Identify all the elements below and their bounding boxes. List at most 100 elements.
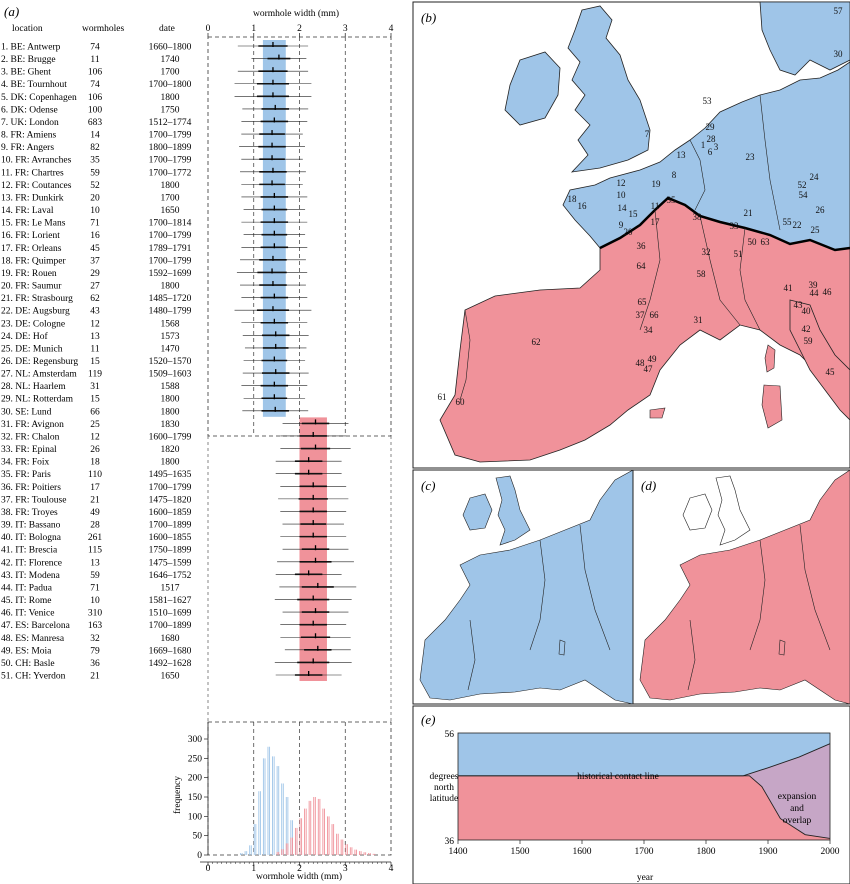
map-location-label: 58: [697, 269, 707, 279]
map-location-label: 28: [707, 134, 717, 144]
row-date: 1470: [161, 344, 180, 354]
row-date: 1750: [161, 105, 180, 115]
table-row: 29. NL: Rotterdam 15 1800: [1, 394, 306, 405]
map-location-label: 41: [784, 283, 793, 293]
row-date: 1568: [161, 319, 180, 329]
map-location-label: 38: [693, 212, 703, 222]
table-row: 19. FR: Rouen 29 1592–1699: [1, 268, 308, 279]
row-count: 12: [90, 432, 100, 442]
row-location: 21. FR: Strasbourg: [1, 294, 73, 304]
table-row: 24. DE: Hof 13 1573: [1, 331, 309, 342]
histogram-xlabel: wormhole width (mm): [256, 871, 342, 882]
map-c: (c): [412, 469, 634, 705]
table-row: 22. DE: Augsburg 43 1480–1799: [1, 306, 312, 317]
map-location-label: 18: [568, 194, 578, 204]
map-location-label: 48: [636, 358, 646, 368]
row-count: 10: [90, 206, 100, 216]
row-count: 21: [90, 495, 100, 505]
table-row: 35. FR: Paris 110 1495–1635: [1, 469, 342, 480]
row-date: 1646–1752: [149, 571, 192, 581]
row-count: 11: [90, 344, 99, 354]
header-wormholes: wormholes: [82, 24, 125, 34]
row-location: 38. FR: Troyes: [1, 508, 58, 518]
hist-xtick-label: 4: [389, 864, 394, 874]
row-location: 16. FR: Lorient: [1, 231, 60, 241]
table-row: 50. CH: Basle 36 1492–1628: [1, 658, 352, 669]
hist-ytick-label: 250: [188, 754, 203, 764]
row-date: 1700: [161, 68, 180, 78]
map-location-label: 37: [636, 310, 646, 320]
overlap-area: [743, 743, 830, 839]
panel-label-e: (e): [421, 712, 435, 727]
map-location-label: 45: [826, 367, 836, 377]
row-location: 30. SE: Lund: [1, 407, 52, 417]
row-date: 1475–1820: [149, 495, 192, 505]
row-location: 43. IT: Modena: [1, 571, 61, 581]
map-location-label: 47: [644, 364, 654, 374]
row-date: 1800: [161, 407, 180, 417]
row-date: 1485–1720: [149, 294, 192, 304]
row-count: 29: [90, 269, 100, 279]
row-date: 1700–1772: [149, 168, 192, 178]
row-date: 1800: [161, 458, 180, 468]
map-location-label: 7: [645, 129, 650, 139]
lat-xlabel: year: [637, 873, 654, 883]
row-date: 1650: [161, 206, 180, 216]
table-row: 6. DK: Odense 100 1750: [1, 104, 309, 115]
row-count: 82: [90, 143, 100, 153]
lat-xtick-label: 1600: [573, 847, 592, 857]
map-location-label: 13: [677, 150, 687, 160]
table-row: 51. CH: Yverdon 21 1650: [1, 671, 342, 682]
map-location-label: 66: [650, 310, 660, 320]
row-count: 25: [90, 420, 100, 430]
table-row: 32. FR: Chalon 12 1600–1799: [1, 431, 347, 442]
row-count: 74: [90, 80, 100, 90]
row-count: 100: [88, 105, 103, 115]
map-location-label: 44: [810, 288, 820, 298]
row-count: 110: [88, 470, 102, 480]
row-count: 79: [90, 646, 100, 656]
table-row: 4. BE: Tournhout 74 1700–1800: [1, 79, 312, 90]
map-location-label: 62: [532, 337, 541, 347]
table-row: 10. FR: Avranches 35 1700–1799: [1, 155, 303, 166]
table-row: 11. FR: Chartres 59 1700–1772: [1, 167, 306, 178]
map-location-label: 36: [637, 241, 647, 251]
row-count: 35: [90, 156, 100, 166]
south-area: [458, 775, 830, 840]
header-location: location: [12, 24, 43, 34]
table-row: 9. FR: Angers 82 1800–1899: [1, 142, 305, 153]
map-location-label: 65: [638, 297, 648, 307]
table-row: 7. UK: London 683 1512–1774: [1, 117, 308, 128]
row-date: 1680: [161, 634, 180, 644]
row-count: 683: [88, 118, 103, 128]
overlap-label-1: expansion: [778, 792, 817, 802]
row-date: 1800: [161, 181, 180, 191]
row-count: 32: [90, 634, 100, 644]
row-location: 23. DE: Cologne: [1, 319, 65, 329]
table-row: 37. FR: Toulouse 21 1475–1820: [1, 494, 349, 505]
table-row: 47. ES: Barcelona 163 1700–1899: [1, 620, 347, 631]
row-location: 2. BE: Brugge: [1, 55, 56, 65]
map-location-label: 24: [810, 172, 820, 182]
row-location: 10. FR: Avranches: [1, 156, 72, 166]
map-location-label: 60: [456, 397, 466, 407]
row-count: 16: [90, 231, 100, 241]
table-row: 30. SE: Lund 66 1800: [1, 406, 309, 417]
map-balearic: [649, 407, 666, 419]
row-location: 14. FR: Laval: [1, 206, 54, 216]
south-edge-line: [458, 775, 831, 839]
hist-xtick-label: 1: [251, 864, 256, 874]
row-location: 49. ES: Moia: [1, 646, 52, 656]
row-location: 48. ES: Manresa: [1, 634, 65, 644]
row-date: 1600–1855: [149, 533, 192, 543]
row-location: 50. CH: Basle: [1, 659, 55, 669]
row-location: 15. FR: Le Mans: [1, 219, 66, 229]
map-location-label: 31: [694, 315, 703, 325]
tick-label-top-0: 0: [206, 24, 211, 34]
row-count: 28: [90, 521, 100, 531]
row-date: 1510–1699: [149, 609, 192, 619]
row-location: 47. ES: Barcelona: [1, 621, 71, 631]
row-location: 29. NL: Rotterdam: [1, 395, 74, 405]
map-location-label: 19: [652, 179, 662, 189]
map-location-label: 17: [651, 217, 661, 227]
